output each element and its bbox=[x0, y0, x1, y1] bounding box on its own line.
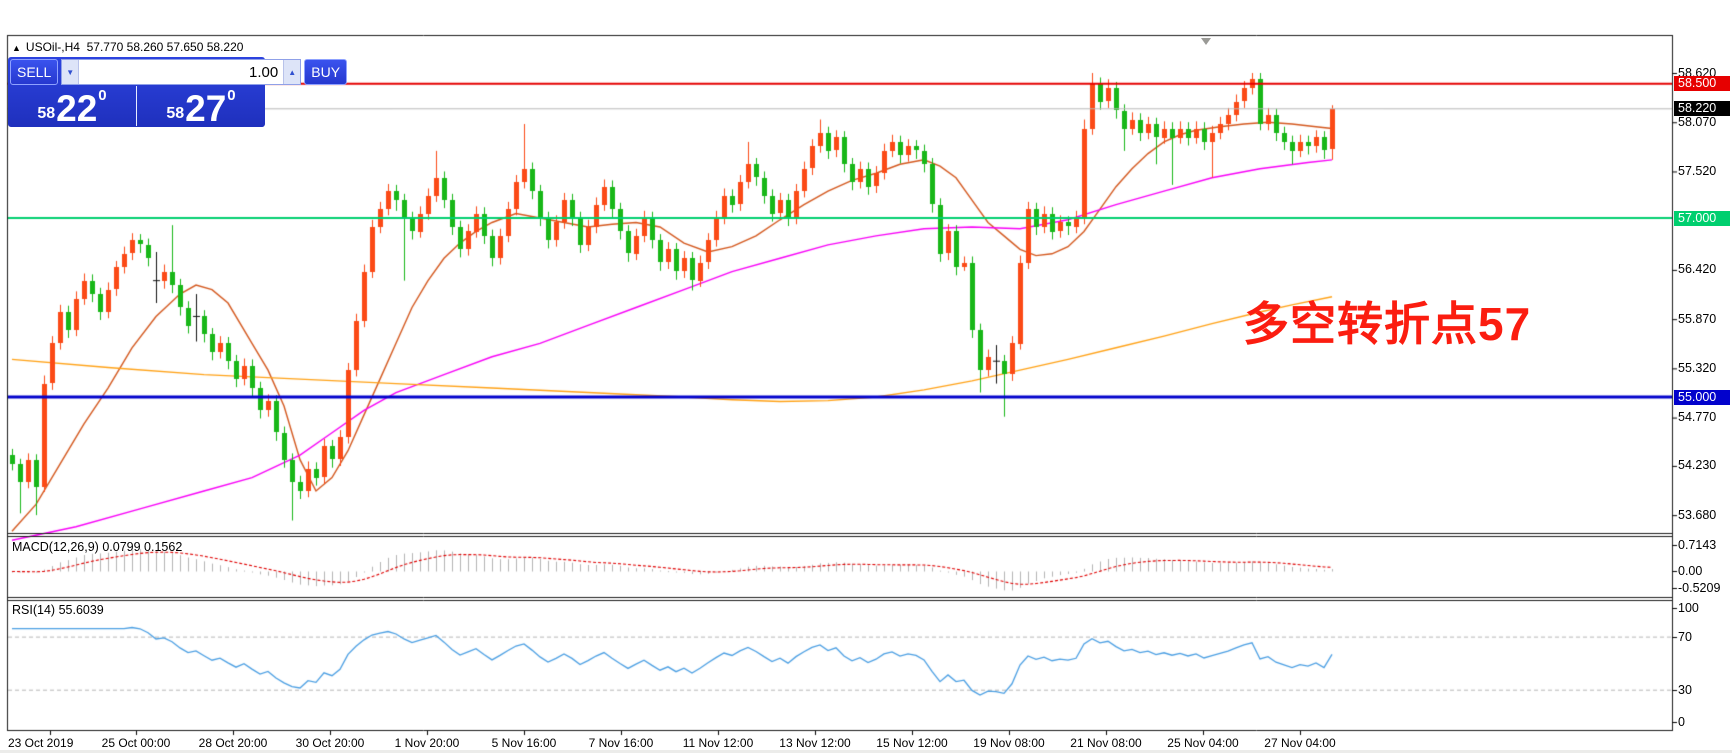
sell-price[interactable]: 58 22 0 bbox=[8, 86, 137, 129]
time-tick-label: 23 Oct 2019 bbox=[8, 736, 74, 750]
sell-button[interactable]: SELL bbox=[10, 59, 59, 85]
buy-price-small: 58 bbox=[166, 105, 185, 122]
rsi-axis-label: 0 bbox=[1678, 715, 1685, 729]
price-tick-label: 55.320 bbox=[1678, 361, 1717, 375]
volume-decrease-icon[interactable]: ▼ bbox=[62, 60, 80, 84]
price-tick-label: 58.070 bbox=[1678, 115, 1717, 129]
time-tick-label: 25 Nov 04:00 bbox=[1167, 736, 1239, 750]
rsi-value: 55.6039 bbox=[58, 603, 104, 617]
sell-price-big: 22 bbox=[56, 87, 98, 129]
price-tick-label: 54.230 bbox=[1678, 458, 1717, 472]
time-tick-label: 28 Oct 20:00 bbox=[198, 736, 268, 750]
macd-axis-label: 0.00 bbox=[1678, 564, 1703, 578]
macd-axis-label: 0.7143 bbox=[1678, 538, 1717, 552]
collapse-triangle-icon[interactable]: ▲ bbox=[12, 43, 21, 53]
time-tick-label: 19 Nov 08:00 bbox=[973, 736, 1045, 750]
time-tick-label: 25 Oct 00:00 bbox=[101, 736, 171, 750]
rsi-label: RSI(14) 55.6039 bbox=[12, 603, 104, 617]
price-tick-label: 54.770 bbox=[1678, 410, 1717, 424]
time-tick-label: 7 Nov 16:00 bbox=[588, 736, 654, 750]
price-tick-label: 53.680 bbox=[1678, 508, 1717, 522]
price-badge: 58.500 bbox=[1674, 76, 1730, 91]
buy-button[interactable]: BUY bbox=[304, 59, 348, 85]
time-tick-label: 27 Nov 04:00 bbox=[1264, 736, 1336, 750]
rsi-axis-label: 70 bbox=[1678, 630, 1692, 644]
time-tick-label: 21 Nov 08:00 bbox=[1070, 736, 1142, 750]
price-tick-label: 55.870 bbox=[1678, 312, 1717, 326]
time-tick-label: 30 Oct 20:00 bbox=[295, 736, 365, 750]
price-badge: 58.220 bbox=[1674, 101, 1730, 116]
price-badge: 57.000 bbox=[1674, 211, 1730, 226]
chart-text-annotation[interactable]: 多空转折点57 bbox=[1243, 298, 1532, 350]
time-tick-label: 13 Nov 12:00 bbox=[779, 736, 851, 750]
sell-price-sup: 0 bbox=[98, 87, 107, 104]
price-tick-label: 56.420 bbox=[1678, 262, 1717, 276]
symbol-timeframe: USOil-,H4 bbox=[25, 40, 80, 54]
macd-axis-label: -0.5209 bbox=[1678, 581, 1721, 595]
volume-input[interactable] bbox=[79, 60, 284, 84]
rsi-axis-label: 30 bbox=[1678, 683, 1692, 697]
macd-signal-value: 0.1562 bbox=[144, 540, 183, 554]
volume-control: ▼ ▲ bbox=[61, 59, 302, 85]
buy-price[interactable]: 58 27 0 bbox=[137, 86, 265, 129]
ohlc-values: 57.770 58.260 57.650 58.220 bbox=[86, 40, 244, 54]
time-tick-label: 11 Nov 12:00 bbox=[682, 736, 754, 750]
macd-value: 0.0799 bbox=[102, 540, 141, 554]
time-tick-label: 15 Nov 12:00 bbox=[876, 736, 948, 750]
buy-price-big: 27 bbox=[185, 87, 227, 129]
macd-label: MACD(12,26,9) 0.0799 0.1562 bbox=[12, 540, 183, 554]
chart-shift-marker-icon[interactable] bbox=[1201, 38, 1211, 45]
one-click-trading-panel: SELL ▼ ▲ BUY 58 22 0 58 27 0 bbox=[8, 57, 348, 129]
price-tick-label: 57.520 bbox=[1678, 164, 1717, 178]
buy-price-sup: 0 bbox=[227, 87, 236, 104]
bottom-strip bbox=[0, 750, 1732, 753]
volume-increase-icon[interactable]: ▲ bbox=[283, 60, 301, 84]
rsi-axis-label: 100 bbox=[1678, 601, 1699, 615]
time-tick-label: 1 Nov 20:00 bbox=[394, 736, 460, 750]
chart-title: ▲ USOil-,H4 57.770 58.260 57.650 58.220 bbox=[12, 40, 243, 54]
time-tick-label: 5 Nov 16:00 bbox=[491, 736, 557, 750]
price-badge: 55.000 bbox=[1674, 390, 1730, 405]
sell-price-small: 58 bbox=[37, 105, 56, 122]
